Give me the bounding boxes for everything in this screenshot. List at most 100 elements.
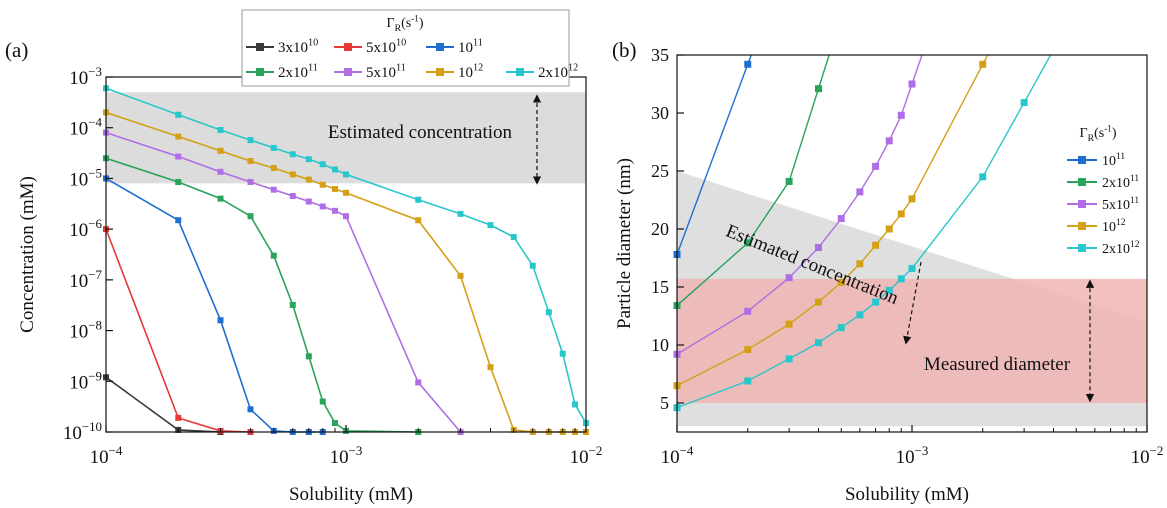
- legend-swatch-marker-a: [436, 68, 444, 76]
- y-tick-label-b-2: 15: [651, 277, 669, 297]
- legend-label-a-4: 5x1011: [366, 63, 406, 81]
- legend-item-a-0: 3x1010: [246, 38, 318, 56]
- legend-label-a-1: 5x1010: [366, 38, 406, 56]
- point-a-3-5: [289, 301, 296, 308]
- point-b-3-10: [979, 60, 987, 68]
- point-a-2-1: [175, 217, 182, 224]
- point-a-3-2: [217, 195, 224, 202]
- point-a-4-6: [305, 198, 312, 205]
- band-label-a: Estimated concentration: [328, 122, 513, 143]
- line-a-0: [105, 376, 221, 433]
- point-a-6-5: [289, 151, 296, 158]
- legend-label-b-4: 2x1012: [1102, 240, 1140, 257]
- legend-b: ΓR(s-1) 1011 2x1011 5x1011 1012 2x1012: [1067, 123, 1140, 257]
- y-tick-label-a-7: 10−3: [69, 64, 102, 89]
- point-b-4-6: [872, 298, 880, 306]
- estimated-band-a: [106, 92, 586, 184]
- point-b-2-1: [744, 307, 752, 315]
- legend-label-a-5: 1012: [458, 63, 483, 81]
- point-a-3-3: [247, 213, 254, 220]
- line-a-4: [105, 131, 462, 433]
- legend-swatch-marker-b: [1078, 200, 1086, 208]
- legend-swatch-marker-a: [256, 43, 264, 51]
- legend-swatch-marker-b: [1078, 178, 1086, 186]
- point-b-4-5: [856, 311, 864, 319]
- y-tick-label-b-0: 5: [660, 393, 669, 413]
- legend-item-a-2: 1011: [426, 38, 483, 56]
- legend-swatch-marker-a: [436, 43, 444, 51]
- point-a-5-1: [175, 133, 182, 140]
- point-a-5-11: [457, 272, 464, 279]
- point-a-6-17: [572, 401, 579, 408]
- y-tick-label-b-1: 10: [651, 335, 669, 355]
- point-b-2-3: [814, 244, 822, 252]
- point-a-5-5: [289, 171, 296, 178]
- point-b-0-1: [744, 60, 752, 68]
- point-a-6-4: [270, 144, 277, 151]
- x-tick-label-a-0: 10−4: [90, 443, 123, 468]
- point-b-2-9: [908, 80, 916, 88]
- y-tick-label-b-5: 30: [651, 103, 669, 123]
- x-axis-label-b: Solubility (mM): [845, 484, 969, 505]
- y-tick-label-b-4: 25: [651, 161, 669, 181]
- point-a-6-15: [545, 309, 552, 316]
- point-a-1-1: [175, 414, 182, 421]
- point-a-4-1: [175, 153, 182, 160]
- point-a-6-16: [559, 350, 566, 357]
- y-tick-label-b-6: 35: [651, 45, 669, 65]
- point-b-4-10: [979, 173, 987, 181]
- y-tick-label-a-5: 10−5: [69, 165, 102, 190]
- point-b-4-7: [885, 286, 893, 294]
- point-b-3-1: [744, 346, 752, 354]
- legend-item-a-6: 2x1012: [506, 63, 578, 81]
- point-a-4-5: [289, 193, 296, 200]
- line-a-1: [105, 228, 251, 433]
- point-b-3-9: [908, 195, 916, 203]
- panel-a: Estimated concentration 10−4 10−3 10−2 10−10…: [5, 9, 602, 505]
- point-b-3-6: [872, 241, 880, 249]
- point-a-6-13: [510, 233, 517, 240]
- point-a-6-2: [217, 127, 224, 134]
- measured-label-b: Measured diameter: [924, 354, 1071, 375]
- point-a-6-8: [332, 166, 339, 173]
- point-a-5-8: [332, 185, 339, 192]
- legend-swatch-marker-a: [344, 68, 352, 76]
- point-a-4-2: [217, 168, 224, 175]
- point-a-4-3: [247, 179, 254, 186]
- point-a-5-7: [319, 181, 326, 188]
- legend-label-b-3: 1012: [1102, 218, 1126, 235]
- x-axis-label-a: Solubility (mM): [289, 484, 413, 505]
- point-b-4-3: [814, 339, 822, 347]
- point-b-2-8: [897, 111, 905, 119]
- legend-title-a: ΓR(s-1): [386, 13, 423, 34]
- point-b-2-2: [785, 274, 793, 282]
- point-a-4-8: [332, 207, 339, 214]
- point-b-1-3: [814, 85, 822, 93]
- point-b-1-1: [744, 239, 752, 247]
- legend-item-a-4: 5x1011: [334, 63, 406, 81]
- point-a-6-6: [305, 156, 312, 163]
- point-b-1-2: [785, 177, 793, 185]
- point-b-2-6: [872, 162, 880, 170]
- point-b-4-9: [908, 264, 916, 272]
- point-a-2-2: [217, 317, 224, 324]
- point-b-2-5: [856, 188, 864, 196]
- y-tick-label-a-1: 10−9: [69, 368, 102, 393]
- point-a-5-4: [270, 165, 277, 172]
- legend-label-b-1: 2x1011: [1102, 174, 1139, 191]
- legend-a: ΓR(s-1) 3x1010 5x1010 1011 2x1011 5x1011 1012 2…: [241, 9, 578, 87]
- legend-label-b-2: 5x1011: [1102, 196, 1139, 213]
- point-b-3-5: [856, 260, 864, 268]
- point-a-3-1: [175, 179, 182, 186]
- point-a-4-4: [270, 186, 277, 193]
- y-tick-label-a-6: 10−4: [69, 115, 102, 140]
- point-a-5-10: [415, 217, 422, 224]
- legend-item-b-0: 1011: [1067, 152, 1125, 169]
- legend-title-b: ΓR(s-1): [1079, 123, 1116, 144]
- y-axis-label-b: Particle diameter (nm): [614, 158, 635, 329]
- point-a-5-3: [247, 158, 254, 165]
- legend-label-b-0: 1011: [1102, 152, 1125, 169]
- legend-label-a-3: 2x1011: [278, 63, 318, 81]
